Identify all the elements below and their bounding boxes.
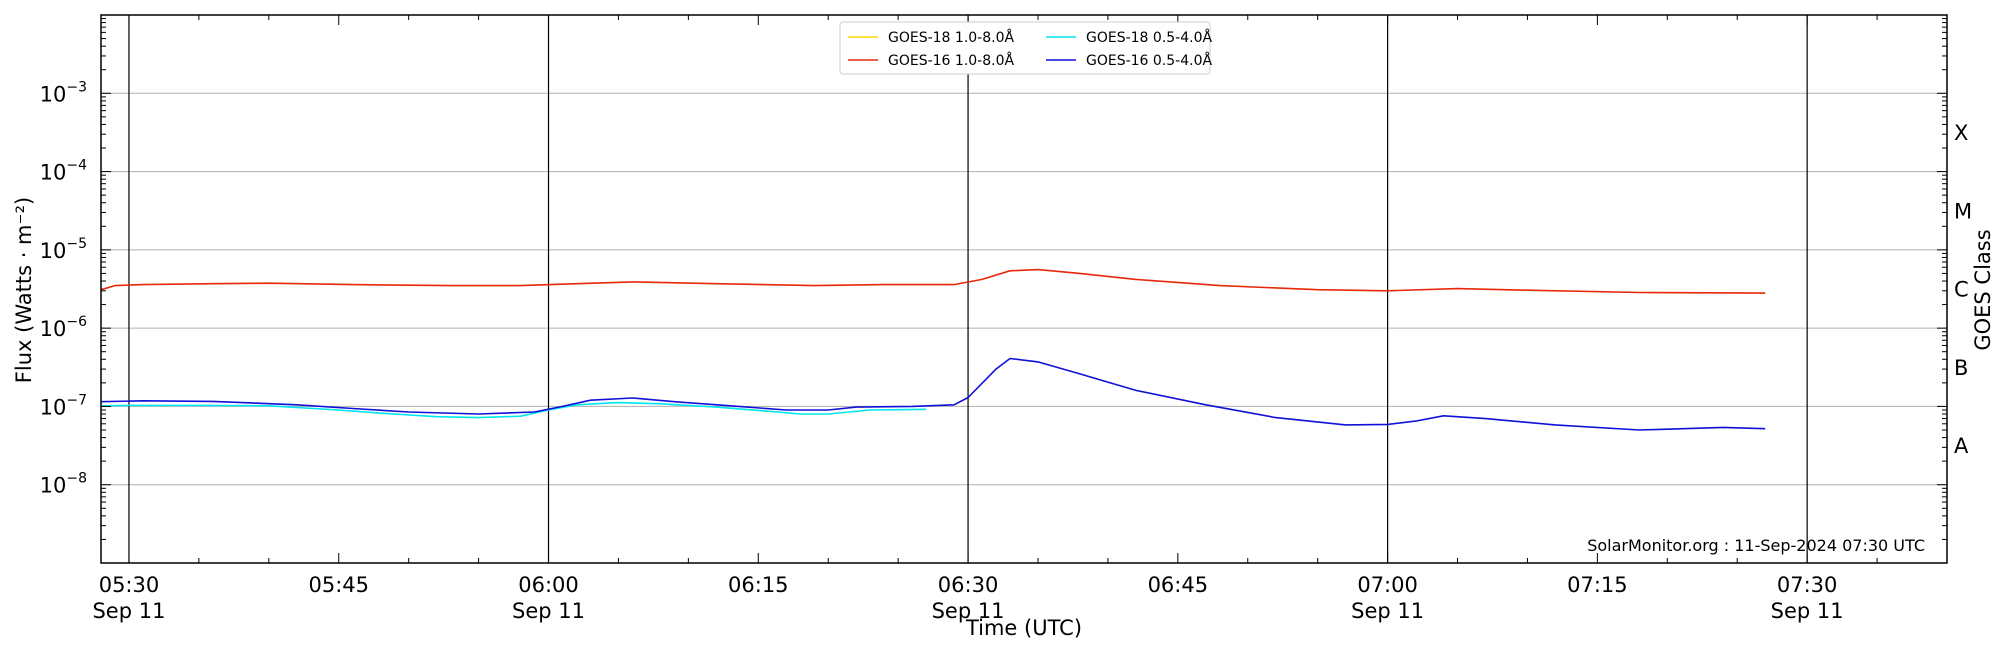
legend-box bbox=[839, 21, 1211, 75]
goes-class-label: B bbox=[1954, 356, 1968, 380]
x-tick-date-label: Sep 11 bbox=[512, 599, 585, 623]
y-tick-label: 10−6 bbox=[40, 314, 87, 341]
ticks bbox=[101, 15, 1948, 564]
x-tick-label: 05:45 bbox=[308, 573, 369, 597]
data-series bbox=[100, 268, 1766, 431]
x-tick-date-label: Sep 11 bbox=[1351, 599, 1424, 623]
legend-label: GOES-16 0.5-4.0Å bbox=[1086, 52, 1212, 69]
x-tick-label: 06:00 bbox=[518, 573, 579, 597]
y-axis-title: Flux (Watts · m⁻²) bbox=[12, 197, 36, 383]
right-axis-title: GOES Class bbox=[1971, 229, 1995, 350]
x-axis-title: Time (UTC) bbox=[965, 616, 1082, 640]
x-tick-label: 06:15 bbox=[728, 573, 789, 597]
series-line-4 bbox=[100, 357, 1766, 431]
legend-label: GOES-18 0.5-4.0Å bbox=[1086, 29, 1212, 46]
legend: GOES-18 1.0-8.0Å GOES-16 1.0-8.0Å GOES-18 … bbox=[839, 21, 1212, 75]
goes-class-label: X bbox=[1954, 121, 1968, 145]
x-tick-date-label: Sep 11 bbox=[932, 599, 1005, 623]
x-tick-label: 06:30 bbox=[938, 573, 999, 597]
goes-class-labels: A B C M X bbox=[1954, 121, 1972, 458]
x-tick-date-label: Sep 11 bbox=[92, 599, 165, 623]
x-tick-label: 07:15 bbox=[1567, 573, 1628, 597]
y-tick-label: 10−8 bbox=[40, 471, 87, 498]
plot-area bbox=[101, 15, 1947, 563]
goes-class-label: M bbox=[1954, 199, 1972, 223]
y-tick-label: 10−7 bbox=[40, 392, 87, 419]
x-tick-date-label: Sep 11 bbox=[1771, 599, 1844, 623]
y-tick-label: 10−5 bbox=[40, 236, 87, 263]
y-tick-label: 10−4 bbox=[40, 158, 87, 185]
series-line-3 bbox=[100, 268, 1766, 294]
plot-frame bbox=[100, 14, 1948, 564]
legend-label: GOES-18 1.0-8.0Å bbox=[888, 29, 1014, 46]
day-dividers bbox=[128, 15, 1808, 563]
goes-class-label: A bbox=[1954, 434, 1969, 458]
goes-class-label: C bbox=[1954, 278, 1969, 302]
x-tick-label: 06:45 bbox=[1148, 573, 1209, 597]
legend-label: GOES-16 1.0-8.0Å bbox=[888, 52, 1014, 69]
credit-text: SolarMonitor.org : 11-Sep-2024 07:30 UTC bbox=[1587, 536, 1925, 555]
y-tick-label: 10−3 bbox=[40, 79, 87, 106]
grid bbox=[101, 92, 1947, 486]
x-tick-label: 05:30 bbox=[99, 573, 160, 597]
x-tick-label: 07:00 bbox=[1357, 573, 1418, 597]
y-tick-labels: 10−8 10−7 10−6 10−5 10−4 10−3 bbox=[40, 79, 87, 497]
x-tick-label: 07:30 bbox=[1777, 573, 1838, 597]
